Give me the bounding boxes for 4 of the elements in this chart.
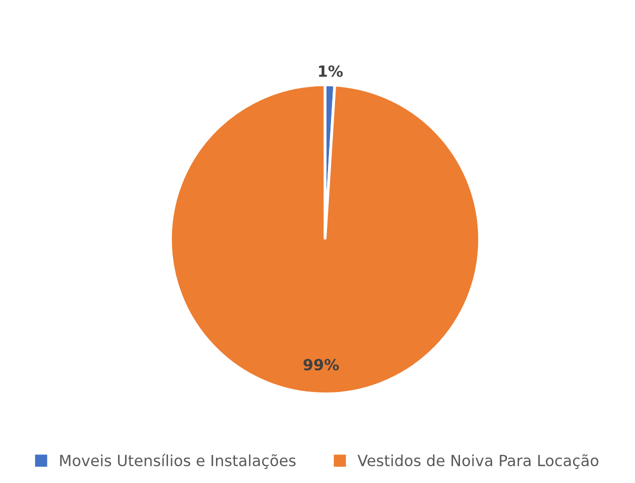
data-label: 99% [304, 358, 339, 370]
data-label: 1% [319, 65, 343, 77]
legend-label: Vestidos de Noiva Para Locação [358, 454, 598, 470]
legend-label: Moveis Utensílios e Instalações [60, 454, 296, 470]
